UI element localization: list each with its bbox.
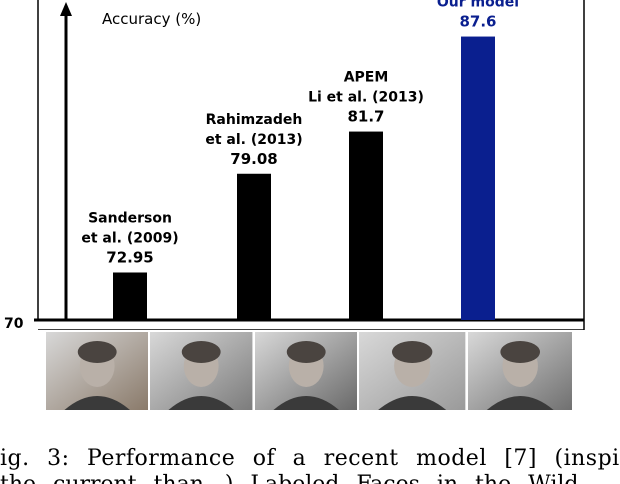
y-axis-min-label: 70 xyxy=(4,316,24,330)
bar-2 xyxy=(237,173,271,320)
photo-man-smiling xyxy=(254,332,360,410)
photo-man-suit xyxy=(467,332,573,410)
bar-category-label-1-line-1: Sanderson xyxy=(88,210,172,226)
bar-category-label-3-line-1: APEM xyxy=(344,70,389,86)
y-axis-arrow-icon xyxy=(60,2,72,16)
bar-3 xyxy=(349,131,383,320)
figure-caption-line-2-clipped: the current than...) Labeled Faces in th… xyxy=(0,472,620,484)
photo-young-woman xyxy=(46,332,151,410)
bar-category-label-4-line-1: Our model xyxy=(437,0,519,11)
figure-caption-line-1: ig. 3: Performance of a recent model [7]… xyxy=(0,446,620,471)
figure-caption-line-2: the current than...) Labeled Faces in th… xyxy=(0,472,620,484)
photo-man-glasses xyxy=(150,332,255,410)
photo-young-man xyxy=(359,332,468,410)
bar-value-label-1: 72.95 xyxy=(106,248,153,266)
bar-value-label-3: 81.7 xyxy=(347,108,384,126)
bar-value-label-4: 87.6 xyxy=(459,13,496,31)
bar-category-label-2-line-1: Rahimzadeh xyxy=(206,112,303,128)
accuracy-bar-chart: Accuracy (%) 70 72.95 Sanderson et al. (2009… xyxy=(4,0,585,332)
y-axis-label: Accuracy (%) xyxy=(102,10,201,28)
bar-4 xyxy=(461,36,495,321)
chart-canvas: Accuracy (%) 70 72.95 Sanderson et al. (2009… xyxy=(4,0,585,332)
bar-category-label-3-line-2: Li et al. (2013) xyxy=(308,90,424,106)
bar-value-label-2: 79.08 xyxy=(230,150,277,168)
bar-category-label-2-line-2: et al. (2013) xyxy=(205,132,302,148)
face-photo-strip xyxy=(46,332,573,410)
bar-category-label-1-line-2: et al. (2009) xyxy=(81,230,178,246)
bar-1 xyxy=(113,272,147,320)
